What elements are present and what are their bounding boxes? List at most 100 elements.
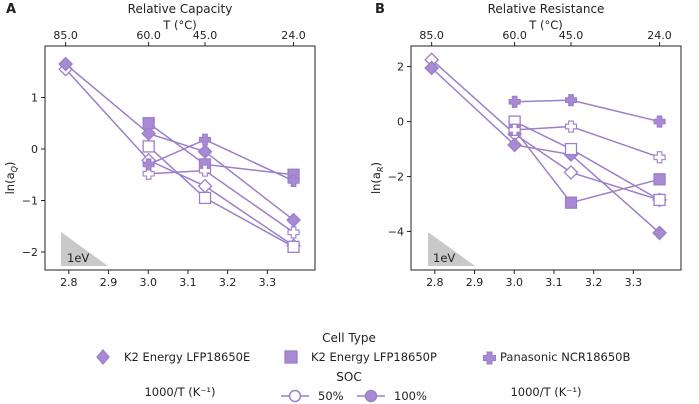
panel-b-series-line-0 — [431, 59, 660, 201]
legend-diamond-marker — [96, 349, 110, 365]
panel-a-xtick-label: 3.0 — [139, 276, 157, 289]
panel-b-series-1-point — [652, 225, 667, 241]
panel-a-ytick-label: −1 — [22, 194, 38, 207]
legend-plus-marker — [483, 351, 496, 365]
panel-b: B Relative Resistance T (°C) 85.0 60.0 45.… — [369, 2, 682, 399]
panel-b-series-1-point — [507, 137, 523, 153]
panel-a-xtick-label: 2.9 — [100, 276, 118, 289]
legend-item-soc-50: 50% — [281, 389, 344, 403]
panel-b-title: Relative Resistance — [488, 2, 605, 16]
panel-a-top-xlabel: T (°C) — [162, 18, 196, 32]
panel-b-ylabel-sub: R — [376, 166, 385, 172]
legend-soc-50-marker — [288, 389, 302, 403]
panel-b-ticks: 2.8 2.9 3.0 3.1 3.2 3.3 2 0 −2 −4 — [388, 61, 642, 289]
panel-a-xtick-label: 2.8 — [60, 276, 78, 289]
legend-label-lfp18650p: K2 Energy LFP18650P — [311, 350, 437, 364]
panel-a-top-tick-label: 85.0 — [53, 29, 78, 42]
panel-b-series-line-4 — [514, 125, 660, 159]
legend-label-lfp18650e: K2 Energy LFP18650E — [124, 350, 250, 364]
panel-a-xlabel: 1000/T (K⁻¹) — [144, 385, 215, 399]
panel-a: A Relative Capacity T (°C) 85.0 60.0 45.0 2… — [3, 2, 316, 399]
panel-b-series-line-5 — [514, 99, 660, 123]
panel-a-xtick-label: 3.2 — [219, 276, 237, 289]
panel-b-series-line-1 — [431, 67, 661, 234]
panel-a-series-line-5 — [148, 138, 294, 182]
legend-label-ncr18650b: Panasonic NCR18650B — [500, 350, 630, 364]
panel-b-ytick-label: −4 — [388, 226, 404, 239]
legend-label-soc-100: 100% — [394, 389, 427, 403]
panel-a-series-line-1 — [65, 63, 295, 221]
panel-a-xtick-label: 3.3 — [259, 276, 277, 289]
panel-b-top-tick-label: 60.0 — [502, 29, 527, 42]
panel-a-series-1-point — [141, 126, 157, 141]
panel-b-series-2-point — [653, 193, 666, 207]
panel-a-series-4-point — [142, 167, 155, 180]
panel-a-ylabel-sub: Q — [10, 166, 19, 172]
panel-a-series-4-point — [287, 226, 300, 239]
panel-b-top-xlabel: T (°C) — [528, 18, 562, 32]
panel-a-series-line-0 — [65, 68, 294, 247]
legend-item-soc-100: 100% — [357, 389, 427, 403]
panel-a-series-5-point — [198, 133, 212, 146]
panel-a-ylabel-main: ln(a — [3, 172, 17, 194]
panel-a-series-5-point — [287, 174, 300, 187]
panel-b-ylabel-main: ln(a — [369, 172, 383, 194]
panel-b-series-5-point — [564, 94, 578, 107]
panel-a-title: Relative Capacity — [128, 2, 233, 16]
panel-a-series — [58, 56, 301, 254]
panel-b-ylabel-close: ) — [369, 162, 383, 167]
panel-a-series-0-point — [197, 178, 213, 194]
panel-b-series-5-point — [653, 115, 666, 128]
panel-b-series-line-3 — [514, 129, 660, 204]
legend-cell-type-title: Cell Type — [322, 331, 376, 345]
panel-a-1ev-label: 1eV — [67, 251, 89, 265]
panel-b-top-tick-label: 85.0 — [419, 29, 444, 42]
panel-b-xtick-label: 3.2 — [585, 276, 603, 289]
panel-a-ytick-label: −2 — [22, 246, 38, 259]
panel-a-series-2-point — [287, 240, 300, 253]
panel-a-series-4-point — [198, 164, 212, 177]
panel-b-series-3-point — [653, 173, 666, 186]
legend-item-ncr18650b: Panasonic NCR18650B — [483, 350, 630, 365]
panel-b-ytick-label: −2 — [388, 171, 404, 184]
legend-soc-title: SOC — [336, 370, 361, 384]
panel-a-ticks: 2.8 2.9 3.0 3.1 3.2 3.3 1 0 −1 −2 — [22, 91, 276, 289]
panel-b-series-line-2 — [514, 120, 660, 201]
panel-b-frame — [410, 45, 682, 271]
legend-soc-100-marker — [364, 389, 378, 403]
panel-a-top-tick-label: 24.0 — [281, 29, 306, 42]
panel-letter-b: B — [375, 2, 385, 17]
legend: Cell Type K2 Energy LFP18650E K2 Energy … — [96, 331, 630, 403]
panel-b-series-4-point — [564, 120, 578, 133]
panel-a-series-2-point — [142, 140, 155, 153]
panel-letter-a: A — [6, 2, 16, 17]
panel-a-series-2-point — [198, 191, 212, 205]
legend-item-lfp18650p: K2 Energy LFP18650P — [284, 350, 437, 364]
panel-b-top-ticks: 85.0 60.0 45.0 24.0 — [419, 29, 672, 46]
panel-b-series-3-point — [564, 196, 578, 209]
legend-item-lfp18650e: K2 Energy LFP18650E — [96, 349, 250, 365]
panel-b-ytick-label: 0 — [397, 116, 404, 129]
panel-b-1ev-triangle — [428, 232, 475, 266]
panel-b-xtick-label: 2.9 — [466, 276, 484, 289]
panel-a-ytick-label: 0 — [31, 143, 38, 156]
panel-b-xlabel: 1000/T (K⁻¹) — [510, 385, 581, 399]
panel-b-series — [424, 52, 667, 241]
panel-b-xtick-label: 2.8 — [426, 276, 444, 289]
panel-b-series-5-point — [508, 95, 521, 108]
panel-a-1ev-triangle — [61, 232, 108, 266]
panel-b-top-tick-label: 45.0 — [559, 29, 584, 42]
panel-a-ylabel-close: ) — [3, 162, 17, 167]
panel-a-series-3-point — [142, 117, 155, 130]
panel-a-frame — [44, 45, 316, 271]
panel-a-series-5-point — [142, 158, 155, 171]
panel-a-top-ticks: 85.0 60.0 45.0 24.0 — [53, 29, 306, 46]
panel-b-series-4-point — [653, 151, 666, 164]
legend-label-soc-50: 50% — [318, 389, 344, 403]
panel-a-xtick-label: 3.1 — [179, 276, 197, 289]
panel-b-ylabel: ln(aR) — [369, 162, 385, 194]
panel-a-top-tick-label: 45.0 — [193, 29, 218, 42]
panel-a-series-1-point — [286, 212, 301, 228]
panel-a-ylabel: ln(aQ) — [3, 162, 19, 195]
